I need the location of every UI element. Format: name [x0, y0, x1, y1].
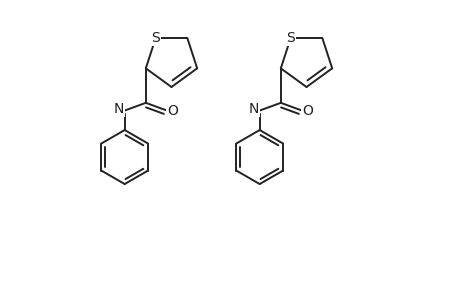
- Text: N: N: [114, 102, 124, 116]
- Text: S: S: [151, 31, 160, 45]
- Text: S: S: [285, 31, 294, 45]
- Text: O: O: [301, 103, 312, 118]
- Text: O: O: [167, 103, 178, 118]
- Text: N: N: [249, 102, 259, 116]
